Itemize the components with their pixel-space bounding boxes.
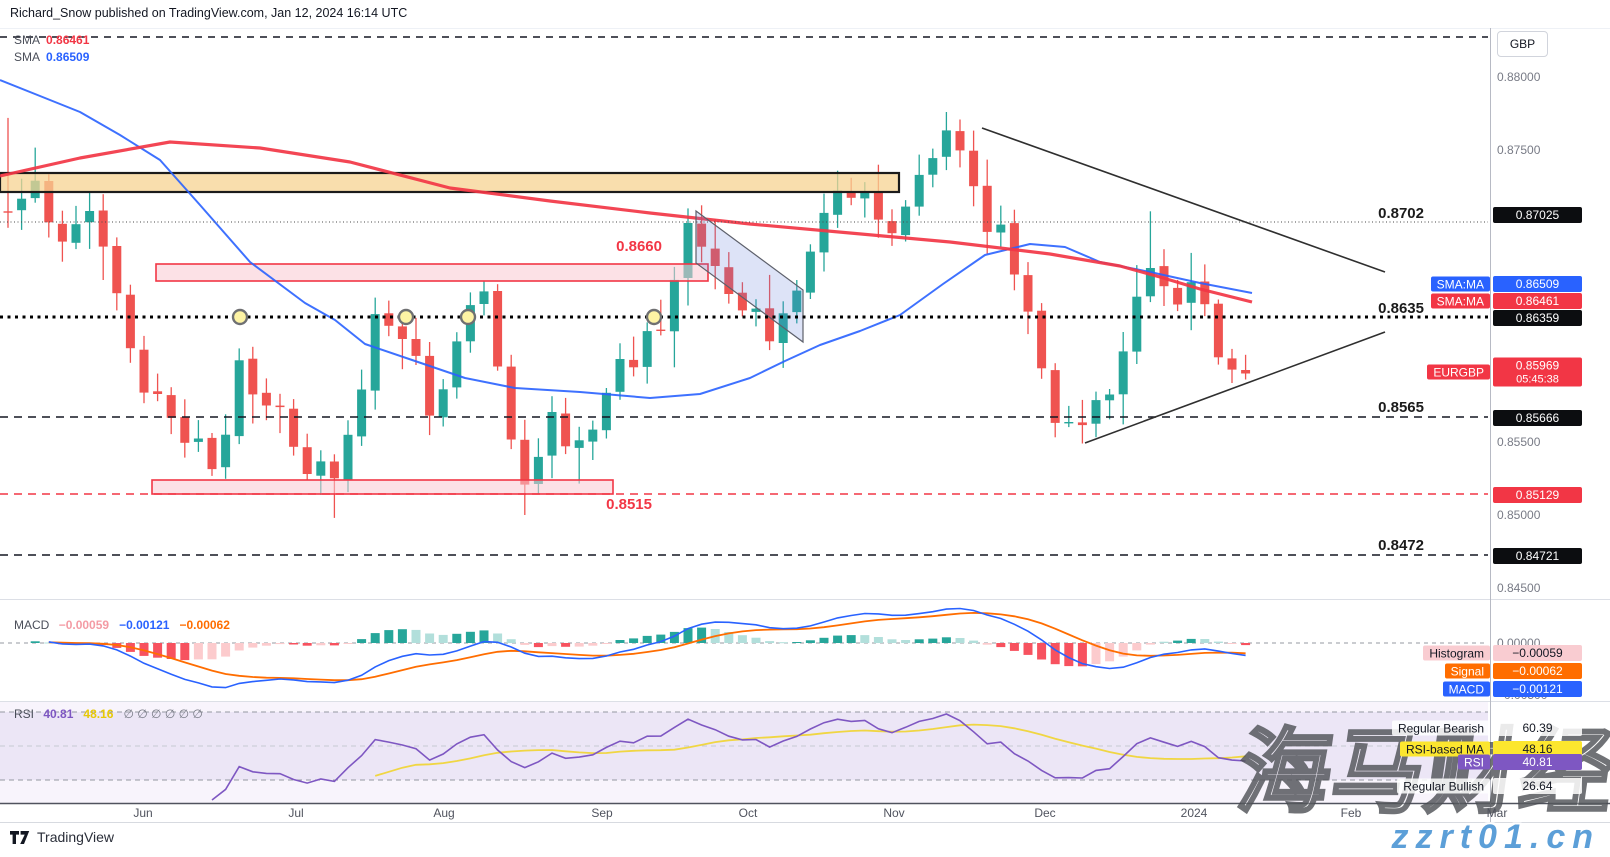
sma-slow-value: 0.86461 [46, 33, 90, 47]
x-axis-label-feb: Feb [1340, 806, 1362, 820]
macd-legend[interactable]: MACD −0.00059 −0.00121 −0.00062 [14, 618, 230, 632]
price-axis-tick: 0.88000 [1497, 70, 1541, 84]
axis-tag-sma-ma: SMA:MA [1430, 293, 1490, 309]
axis-tag-rsi: RSI [1457, 754, 1490, 770]
price-badge: 26.64 [1493, 778, 1582, 794]
price-badge: 60.39 [1493, 720, 1582, 736]
axis-tag-signal: Signal [1444, 663, 1490, 679]
price-badge: 48.16 [1493, 741, 1582, 757]
tradingview-brand-text: TradingView [37, 829, 115, 845]
x-axis-label-nov: Nov [883, 806, 905, 820]
rsi-divergence-placeholders: ∅ ∅ ∅ ∅ ∅ ∅ [123, 707, 203, 721]
axis-tag-rsi-based-ma: RSI-based MA [1399, 741, 1490, 757]
x-axis-label-2024: 2024 [1180, 806, 1208, 820]
price-axis-tick: 0.84500 [1497, 581, 1541, 595]
price-badge: 0.86509 [1493, 276, 1582, 292]
price-badge: 0.86461 [1493, 293, 1582, 309]
price-badge: 0.84721 [1493, 548, 1582, 564]
watermark-site: zzrt01.cn [1391, 818, 1600, 856]
sma-slow-label: SMA [14, 33, 41, 47]
rsi-legend[interactable]: RSI 40.81 48.16 ∅ ∅ ∅ ∅ ∅ ∅ [14, 707, 203, 721]
x-axis-label-dec: Dec [1034, 806, 1056, 820]
sma-slow-legend[interactable]: SMA 0.86461 [14, 33, 89, 47]
macd-histogram-value: −0.00059 [58, 618, 110, 632]
axis-tag-eurgbp: EURGBP [1427, 364, 1490, 380]
macd-legend-label: MACD [14, 618, 50, 632]
rsi-value: 40.81 [43, 707, 74, 721]
publish-header: Richard_Snow published on TradingView.co… [10, 6, 408, 20]
level-label-08565: 0.8565 [1378, 399, 1424, 416]
axis-tag-sma-ma: SMA:MA [1430, 276, 1490, 292]
axis-tag-regular-bullish: Regular Bullish [1397, 778, 1490, 794]
sma-fast-value: 0.86509 [46, 50, 90, 64]
sma-fast-legend[interactable]: SMA 0.86509 [14, 50, 89, 64]
price-badge: −0.00062 [1493, 663, 1582, 679]
x-axis-label-sep: Sep [591, 806, 613, 820]
price-badge: −0.00121 [1493, 681, 1582, 697]
price-badge: 0.86359 [1493, 310, 1582, 326]
axis-tag-regular-bearish: Regular Bearish [1391, 720, 1490, 736]
level-label-08515: 0.8515 [606, 496, 652, 513]
x-axis-label-jun: Jun [133, 806, 153, 820]
level-label-08702: 0.8702 [1378, 205, 1424, 222]
price-badge: 0.85969 05:45:38 [1493, 357, 1582, 387]
price-axis-tick: 0.85000 [1497, 508, 1541, 522]
rsi-ma-value: 48.16 [83, 707, 114, 721]
macd-line-value: −0.00121 [119, 618, 170, 632]
x-axis-label-jul: Jul [288, 806, 304, 820]
price-badge: −0.00059 [1493, 645, 1582, 661]
price-badge: 0.85666 [1493, 410, 1582, 426]
x-axis-label-mar: Mar [1486, 806, 1508, 820]
price-badge: 0.85129 [1493, 487, 1582, 503]
x-axis-label-oct: Oct [738, 806, 758, 820]
price-axis-tick: 0.87500 [1497, 143, 1541, 157]
macd-signal-value: −0.00062 [179, 618, 230, 632]
price-badge: 0.87025 [1493, 207, 1582, 223]
tradingview-link[interactable]: TradingView [10, 829, 114, 845]
sma-fast-label: SMA [14, 50, 41, 64]
currency-toggle-button[interactable]: GBP [1497, 31, 1548, 57]
price-axis-tick: 0.85500 [1497, 435, 1541, 449]
x-axis-label-aug: Aug [433, 806, 455, 820]
rsi-legend-label: RSI [14, 707, 35, 721]
level-label-08635: 0.8635 [1378, 300, 1424, 317]
axis-tag-macd: MACD [1442, 681, 1490, 697]
price-badge: 40.81 [1493, 754, 1582, 770]
tradingview-logo-icon [10, 830, 30, 844]
axis-tag-histogram: Histogram [1423, 645, 1490, 661]
level-label-08660: 0.8660 [616, 238, 662, 255]
level-label-08472: 0.8472 [1378, 537, 1424, 554]
